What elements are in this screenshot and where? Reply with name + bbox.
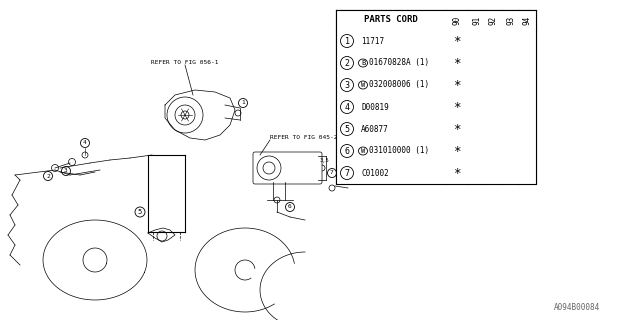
Text: 11717: 11717 bbox=[361, 36, 384, 45]
Text: 1: 1 bbox=[344, 36, 349, 45]
Text: 3,5: 3,5 bbox=[320, 158, 330, 163]
Text: 7: 7 bbox=[344, 169, 349, 178]
Text: 031010000 (1): 031010000 (1) bbox=[369, 147, 429, 156]
Text: REFER TO FIG 045-2,3,5: REFER TO FIG 045-2,3,5 bbox=[270, 135, 353, 140]
Text: 2: 2 bbox=[344, 59, 349, 68]
Text: 6: 6 bbox=[344, 147, 349, 156]
Text: 4: 4 bbox=[344, 102, 349, 111]
Text: C01002: C01002 bbox=[361, 169, 388, 178]
Text: W: W bbox=[361, 82, 365, 88]
Text: PARTS CORD: PARTS CORD bbox=[364, 15, 418, 25]
Text: 3: 3 bbox=[344, 81, 349, 90]
Text: *: * bbox=[453, 123, 461, 135]
Text: 93: 93 bbox=[506, 15, 515, 25]
Text: W: W bbox=[361, 148, 365, 154]
Text: 3: 3 bbox=[64, 169, 68, 173]
FancyBboxPatch shape bbox=[253, 152, 322, 184]
Text: *: * bbox=[453, 35, 461, 47]
Bar bbox=[336, 10, 536, 184]
Text: 92: 92 bbox=[489, 15, 498, 25]
Text: 1: 1 bbox=[241, 100, 245, 106]
Text: 2: 2 bbox=[46, 173, 50, 179]
Text: 5: 5 bbox=[344, 124, 349, 133]
Text: REFER TO FIG 056-1: REFER TO FIG 056-1 bbox=[151, 60, 219, 65]
Text: 94: 94 bbox=[523, 15, 532, 25]
Text: B: B bbox=[361, 60, 365, 66]
Text: 90: 90 bbox=[452, 15, 461, 25]
Text: 4: 4 bbox=[83, 140, 87, 146]
Text: *: * bbox=[453, 166, 461, 180]
Text: *: * bbox=[453, 100, 461, 114]
Text: A60877: A60877 bbox=[361, 124, 388, 133]
Text: 6: 6 bbox=[288, 204, 292, 210]
Text: D00819: D00819 bbox=[361, 102, 388, 111]
Text: 01670828A (1): 01670828A (1) bbox=[369, 59, 429, 68]
Text: *: * bbox=[453, 78, 461, 92]
Text: 91: 91 bbox=[472, 15, 481, 25]
Text: *: * bbox=[453, 57, 461, 69]
Text: *: * bbox=[453, 145, 461, 157]
Text: 7: 7 bbox=[330, 171, 334, 175]
Text: 032008006 (1): 032008006 (1) bbox=[369, 81, 429, 90]
Text: 5: 5 bbox=[138, 209, 142, 215]
Text: A094B00084: A094B00084 bbox=[554, 303, 600, 312]
